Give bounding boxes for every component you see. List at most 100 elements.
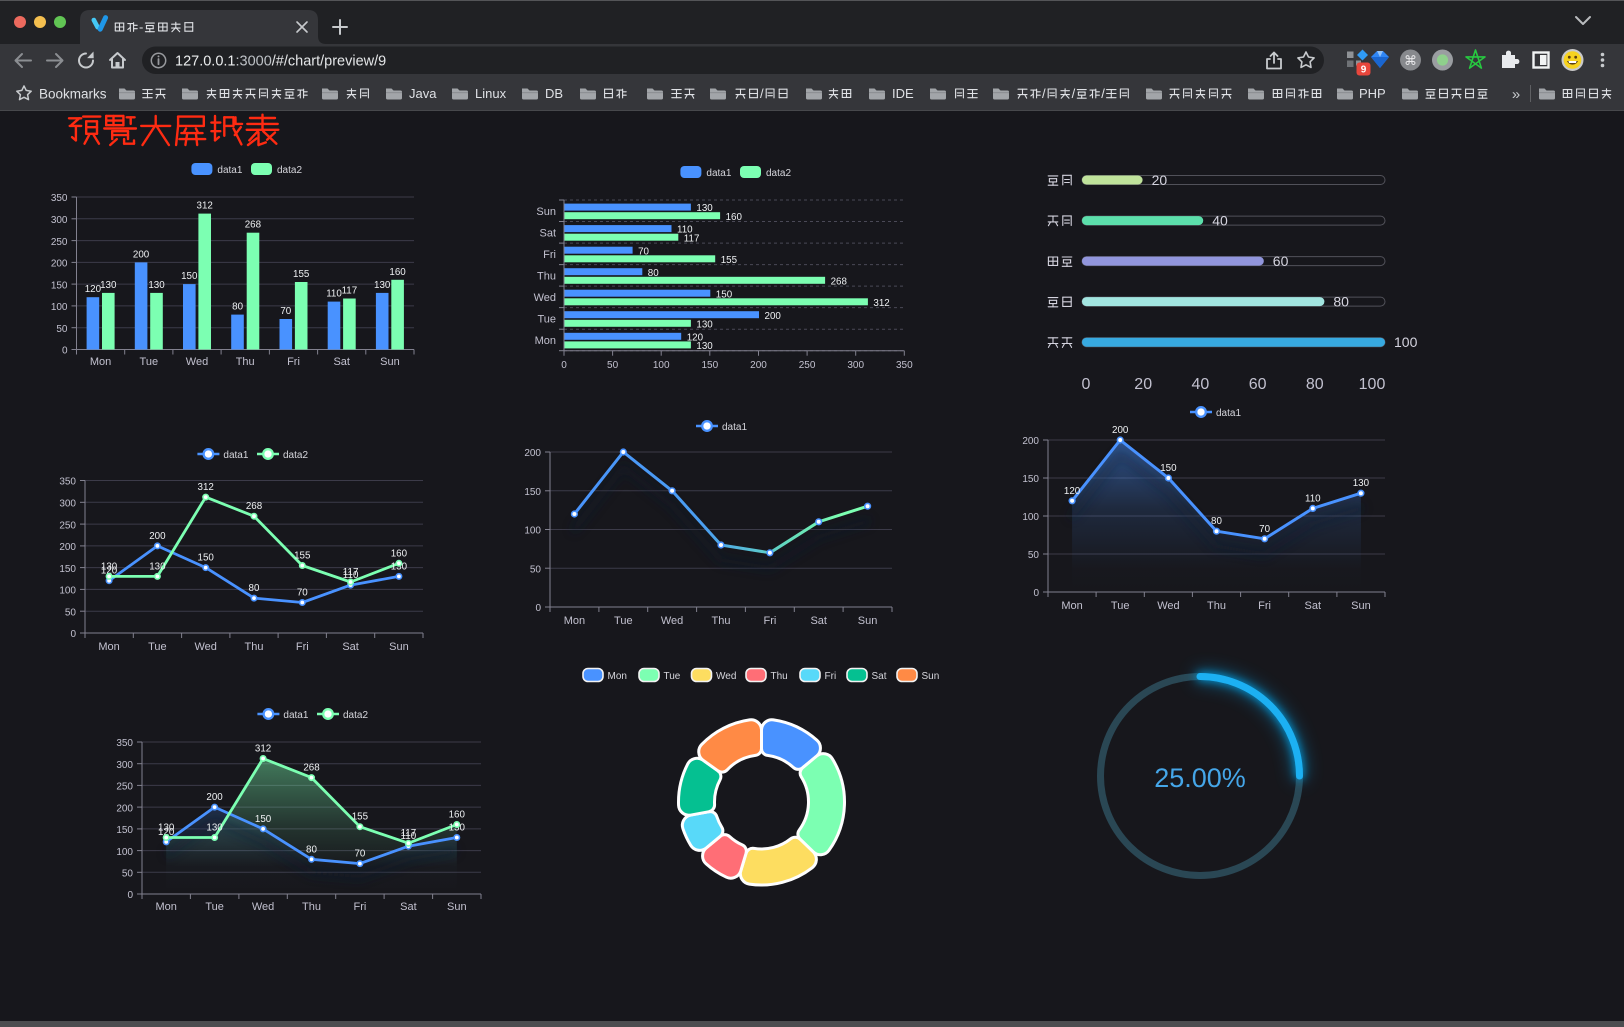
svg-text:Mon: Mon [535, 335, 556, 347]
svg-text:Sat: Sat [400, 901, 417, 913]
svg-text:Wed: Wed [661, 615, 683, 627]
svg-text:0: 0 [561, 360, 567, 371]
svg-text:100: 100 [1359, 376, 1386, 393]
svg-text:Mon: Mon [155, 901, 176, 913]
svg-text:0: 0 [1082, 376, 1091, 393]
svg-text:150: 150 [1022, 474, 1039, 485]
svg-text:Thu: Thu [771, 671, 788, 682]
svg-text:50: 50 [607, 360, 619, 371]
svg-text:117: 117 [343, 567, 359, 578]
svg-text:100: 100 [524, 526, 541, 537]
svg-text:Sun: Sun [447, 901, 467, 913]
svg-text:0: 0 [62, 346, 68, 357]
svg-text:200: 200 [750, 360, 767, 371]
svg-text:200: 200 [116, 803, 133, 814]
svg-text:50: 50 [56, 324, 68, 335]
svg-text:Wed: Wed [534, 292, 556, 304]
svg-text:Tue: Tue [205, 901, 224, 913]
svg-text:20: 20 [1152, 172, 1168, 188]
svg-text:200: 200 [133, 249, 150, 260]
svg-text:data2: data2 [283, 450, 308, 461]
svg-text:Sun: Sun [389, 641, 409, 653]
svg-text:Thu: Thu [236, 356, 255, 368]
svg-text:100: 100 [116, 847, 133, 858]
svg-text:Tue: Tue [1111, 600, 1130, 612]
svg-text:0: 0 [70, 629, 76, 640]
svg-text:110: 110 [1305, 493, 1321, 504]
svg-text:Tue: Tue [140, 356, 159, 368]
svg-text:250: 250 [799, 360, 816, 371]
svg-text:Fri: Fri [543, 249, 556, 261]
svg-text:data1: data1 [1216, 408, 1241, 419]
svg-text:Fri: Fri [763, 615, 776, 627]
svg-text:130: 130 [149, 561, 166, 572]
svg-text:/: / [1042, 86, 1046, 101]
svg-text:130: 130 [158, 823, 175, 834]
svg-text:70: 70 [297, 588, 308, 599]
svg-text:350: 350 [896, 360, 913, 371]
svg-text:20: 20 [1134, 376, 1152, 393]
svg-text:80: 80 [232, 302, 243, 313]
svg-text:Tue: Tue [537, 314, 556, 326]
svg-text:Sat: Sat [539, 228, 556, 240]
svg-text:120: 120 [158, 827, 175, 838]
svg-text:100: 100 [59, 586, 76, 597]
svg-text:70: 70 [638, 246, 649, 257]
svg-text:200: 200 [59, 542, 76, 553]
svg-text:80: 80 [249, 583, 260, 594]
svg-text:-: - [139, 20, 143, 35]
svg-text:40: 40 [1212, 212, 1228, 228]
svg-text:Tue: Tue [614, 615, 633, 627]
svg-text:Sun: Sun [858, 615, 878, 627]
svg-text:80: 80 [1306, 376, 1324, 393]
svg-text:160: 160 [391, 548, 408, 559]
svg-text:Fri: Fri [296, 641, 309, 653]
svg-text:Tue: Tue [664, 671, 681, 682]
svg-text:»: » [1512, 86, 1520, 103]
svg-text:110: 110 [401, 831, 417, 842]
svg-text:Sun: Sun [536, 206, 556, 218]
svg-text:Wed: Wed [716, 671, 736, 682]
svg-text:Mon: Mon [1061, 600, 1082, 612]
svg-text:150: 150 [59, 564, 76, 575]
svg-text:200: 200 [149, 531, 166, 542]
svg-text:Fri: Fri [353, 901, 366, 913]
svg-text:50: 50 [1028, 550, 1040, 561]
svg-text:IDE: IDE [892, 86, 914, 101]
svg-text:160: 160 [726, 212, 743, 223]
svg-text:250: 250 [116, 782, 133, 793]
svg-text:data2: data2 [343, 710, 368, 721]
svg-text:117: 117 [401, 828, 417, 839]
svg-text:40: 40 [1192, 376, 1210, 393]
svg-text:350: 350 [116, 738, 133, 749]
svg-text:268: 268 [245, 220, 262, 231]
svg-text:155: 155 [352, 812, 369, 823]
svg-text:150: 150 [51, 280, 68, 291]
svg-text:0: 0 [127, 890, 133, 901]
svg-text:100: 100 [51, 302, 68, 313]
svg-text:data1: data1 [722, 422, 747, 433]
svg-text:data1: data1 [217, 165, 242, 176]
svg-text:130: 130 [148, 280, 165, 291]
svg-text:50: 50 [65, 607, 77, 618]
svg-text:0: 0 [535, 603, 541, 614]
svg-text:100: 100 [1022, 512, 1039, 523]
svg-text:/: / [760, 86, 764, 101]
svg-text:data1: data1 [223, 450, 248, 461]
svg-text:350: 350 [51, 193, 68, 204]
svg-text:300: 300 [51, 215, 68, 226]
svg-text:130: 130 [374, 280, 391, 291]
svg-text:120: 120 [101, 566, 118, 577]
svg-text:300: 300 [59, 499, 76, 510]
svg-text:9: 9 [1361, 65, 1367, 76]
svg-text:Tue: Tue [148, 641, 167, 653]
svg-text:DB: DB [545, 86, 563, 101]
svg-text:312: 312 [198, 482, 214, 493]
svg-text:117: 117 [342, 286, 358, 297]
svg-text:110: 110 [343, 570, 359, 581]
svg-text:80: 80 [1333, 293, 1349, 309]
svg-text:130: 130 [696, 341, 713, 352]
svg-text:130: 130 [696, 319, 713, 330]
svg-text:Mon: Mon [90, 356, 111, 368]
svg-text:100: 100 [1394, 334, 1418, 350]
